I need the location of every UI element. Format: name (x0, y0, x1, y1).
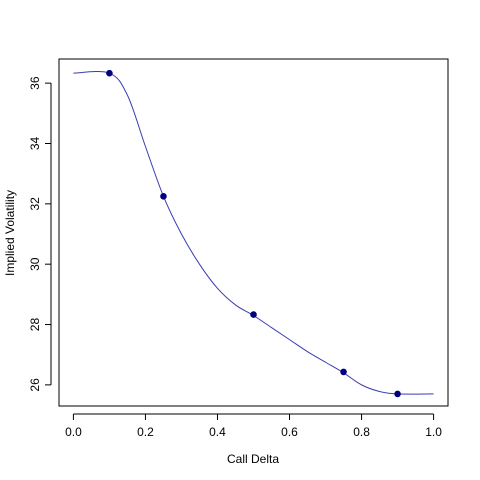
x-tick-label: 0.2 (137, 425, 154, 439)
y-axis-title: Implied Volatility (3, 190, 17, 276)
y-axis: 26 28 30 32 34 36 (28, 76, 52, 392)
data-point (340, 368, 347, 376)
y-tick-label: 36 (28, 76, 42, 90)
y-tick-label: 34 (28, 136, 42, 150)
plot-frame (58, 58, 449, 407)
x-tick-label: 0.4 (209, 425, 226, 439)
y-tick-label: 30 (28, 257, 42, 271)
x-tick-label: 0.0 (65, 425, 82, 439)
x-tick-label: 0.6 (281, 425, 298, 439)
data-point (250, 311, 257, 318)
data-points (106, 69, 401, 398)
x-tick-label: 1.0 (425, 425, 442, 439)
data-point (160, 192, 167, 200)
x-axis-title: Call Delta (227, 452, 279, 466)
data-point (106, 69, 113, 77)
y-tick-label: 32 (28, 197, 42, 211)
y-tick-label: 26 (28, 378, 42, 392)
volatility-curve (73, 71, 434, 395)
y-tick-label: 28 (28, 318, 42, 332)
data-point (394, 390, 401, 398)
x-tick-label: 0.8 (353, 425, 370, 439)
x-axis: 0.0 0.2 0.4 0.6 0.8 1.0 (65, 413, 442, 439)
